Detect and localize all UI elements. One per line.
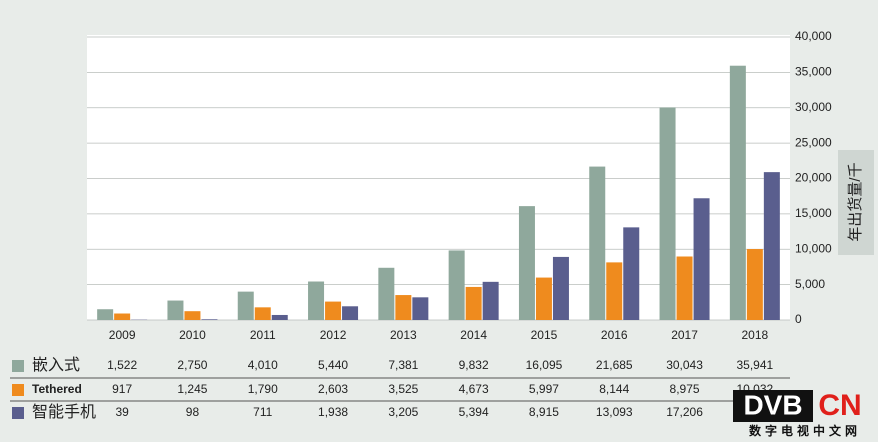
legend-label: 嵌入式 bbox=[32, 356, 80, 374]
logo-tagline: 数字电视中文网 bbox=[749, 423, 861, 438]
table-cell: 1,790 bbox=[248, 382, 278, 396]
table-cell: 7,381 bbox=[388, 358, 418, 372]
logo-left: DVB bbox=[743, 389, 802, 420]
logo-box bbox=[733, 390, 813, 422]
bar bbox=[518, 206, 535, 320]
bar bbox=[465, 286, 482, 320]
y-tick-label: 25,000 bbox=[795, 135, 832, 149]
table-cell: 4,010 bbox=[248, 358, 278, 372]
y-tick-label: 30,000 bbox=[795, 100, 832, 114]
y-tick-label: 35,000 bbox=[795, 65, 832, 79]
bar bbox=[676, 256, 693, 320]
table-cell: 8,144 bbox=[599, 382, 629, 396]
table-cell: 5,997 bbox=[529, 382, 559, 396]
x-tick-label: 2013 bbox=[390, 328, 417, 342]
bar bbox=[254, 307, 271, 320]
y-tick-label: 15,000 bbox=[795, 206, 832, 220]
bar bbox=[378, 267, 395, 320]
bar bbox=[97, 309, 114, 320]
bar bbox=[729, 65, 746, 320]
table-cell: 9,832 bbox=[459, 358, 489, 372]
bar bbox=[271, 314, 288, 320]
table-cell: 17,206 bbox=[666, 405, 703, 419]
x-tick-label: 2009 bbox=[109, 328, 136, 342]
bar bbox=[184, 311, 201, 320]
y-tick-label: 5,000 bbox=[795, 277, 825, 291]
bar bbox=[395, 295, 412, 320]
bar bbox=[552, 256, 569, 320]
table-cell: 1,938 bbox=[318, 405, 348, 419]
bar bbox=[325, 301, 342, 320]
y-tick-label: 10,000 bbox=[795, 241, 832, 255]
table-cell: 1,522 bbox=[107, 358, 137, 372]
bar bbox=[201, 319, 218, 320]
bar bbox=[746, 249, 763, 320]
table-cell: 16,095 bbox=[526, 358, 563, 372]
table-cell: 30,043 bbox=[666, 358, 703, 372]
axis-title-box bbox=[838, 150, 874, 255]
table-cell: 21,685 bbox=[596, 358, 633, 372]
table-cell: 711 bbox=[253, 405, 272, 419]
logo-right: CN bbox=[818, 389, 861, 422]
legend-swatch bbox=[12, 407, 24, 419]
table-cell: 3,525 bbox=[388, 382, 418, 396]
bar bbox=[606, 262, 623, 320]
x-tick-label: 2018 bbox=[741, 328, 768, 342]
x-tick-label: 2017 bbox=[671, 328, 698, 342]
y-axis-title: 年出货量/千 bbox=[847, 162, 864, 241]
table-cell: 13,093 bbox=[596, 405, 633, 419]
x-tick-label: 2016 bbox=[601, 328, 628, 342]
bar bbox=[763, 172, 780, 320]
bar bbox=[693, 198, 710, 320]
legend-label: 智能手机 bbox=[32, 403, 96, 421]
bar bbox=[589, 166, 606, 320]
table-cell: 8,975 bbox=[670, 382, 700, 396]
x-tick-label: 2014 bbox=[460, 328, 487, 342]
table-cell: 35,941 bbox=[736, 358, 773, 372]
table-cell: 2,603 bbox=[318, 382, 348, 396]
table-cell: 2,750 bbox=[177, 358, 207, 372]
bar bbox=[114, 313, 131, 320]
bar bbox=[237, 291, 254, 320]
table-cell: 4,673 bbox=[459, 382, 489, 396]
x-tick-label: 2012 bbox=[320, 328, 347, 342]
y-tick-label: 40,000 bbox=[795, 29, 832, 43]
legend-label: Tethered bbox=[32, 382, 82, 396]
bar bbox=[342, 306, 359, 320]
legend-swatch bbox=[12, 360, 24, 372]
bar bbox=[448, 250, 465, 320]
bar bbox=[659, 107, 676, 321]
y-tick-label: 0 bbox=[795, 312, 802, 326]
bar bbox=[412, 297, 429, 320]
table-cell: 3,205 bbox=[388, 405, 418, 419]
bar bbox=[623, 227, 640, 320]
table-cell: 39 bbox=[115, 405, 129, 419]
table-cell: 917 bbox=[112, 382, 132, 396]
table-cell: 5,394 bbox=[459, 405, 489, 419]
table-cell: 8,915 bbox=[529, 405, 559, 419]
x-tick-label: 2011 bbox=[250, 328, 276, 342]
legend-swatch bbox=[12, 384, 24, 396]
table-cell: 98 bbox=[186, 405, 200, 419]
bar bbox=[308, 281, 325, 320]
table-cell: 1,245 bbox=[177, 382, 207, 396]
x-tick-label: 2010 bbox=[179, 328, 206, 342]
y-tick-label: 20,000 bbox=[795, 171, 832, 185]
watermark: DVB CN 数字电视中文网 bbox=[733, 389, 862, 438]
bar bbox=[167, 300, 184, 320]
x-tick-label: 2015 bbox=[531, 328, 558, 342]
table-cell: 5,440 bbox=[318, 358, 348, 372]
bar bbox=[535, 277, 552, 320]
bar bbox=[482, 281, 499, 320]
